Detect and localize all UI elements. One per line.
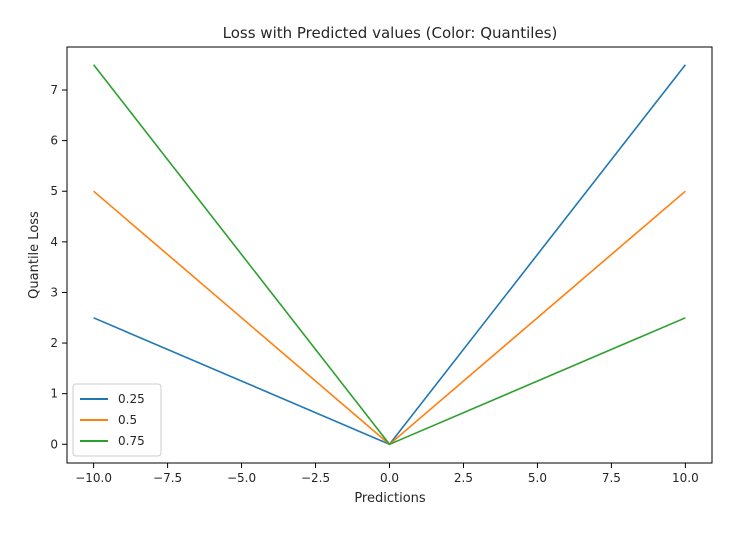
- legend: 0.25 0.5 0.75: [72, 383, 162, 457]
- x-tick-label: −7.5: [153, 471, 182, 485]
- y-axis-label: Quantile Loss: [27, 211, 42, 299]
- x-tick-label: 7.5: [602, 471, 621, 485]
- y-tick-label: 5: [50, 184, 58, 198]
- y-tick-label: 0: [50, 437, 58, 451]
- x-tick-label: 10.0: [672, 471, 699, 485]
- x-axis-label: Predictions: [354, 491, 426, 506]
- plot-area: [66, 46, 713, 464]
- y-tick-label: 3: [50, 285, 58, 299]
- y-tick-label: 6: [50, 134, 58, 148]
- plot-frame: [66, 46, 713, 464]
- legend-label-0.5: 0.5: [118, 413, 137, 427]
- y-tick-label: 4: [50, 235, 58, 249]
- legend-frame: [72, 383, 162, 457]
- x-tick-label: −2.5: [301, 471, 330, 485]
- series-line-0.75: [92, 64, 686, 446]
- x-tick-label: 0.0: [380, 471, 399, 485]
- y-tick-label: 7: [50, 83, 58, 97]
- x-tick-label: 2.5: [454, 471, 473, 485]
- chart-title: Loss with Predicted values (Color: Quant…: [223, 24, 558, 42]
- x-tick-label: −10.0: [75, 471, 112, 485]
- x-axis-ticks: −10.0 −7.5 −5.0 −2.5 0.0 2.5 5.0 7.5 10.0: [75, 463, 699, 485]
- series-lines: [92, 64, 687, 446]
- x-tick-label: −5.0: [227, 471, 256, 485]
- plot-border: [66, 46, 713, 464]
- x-tick-label: 5.0: [528, 471, 547, 485]
- legend-label-0.25: 0.25: [118, 392, 145, 406]
- legend-label-0.75: 0.75: [118, 434, 145, 448]
- y-tick-label: 1: [50, 387, 58, 401]
- y-axis-ticks: 0 1 2 3 4 5 6 7: [50, 83, 67, 451]
- y-tick-label: 2: [50, 336, 58, 350]
